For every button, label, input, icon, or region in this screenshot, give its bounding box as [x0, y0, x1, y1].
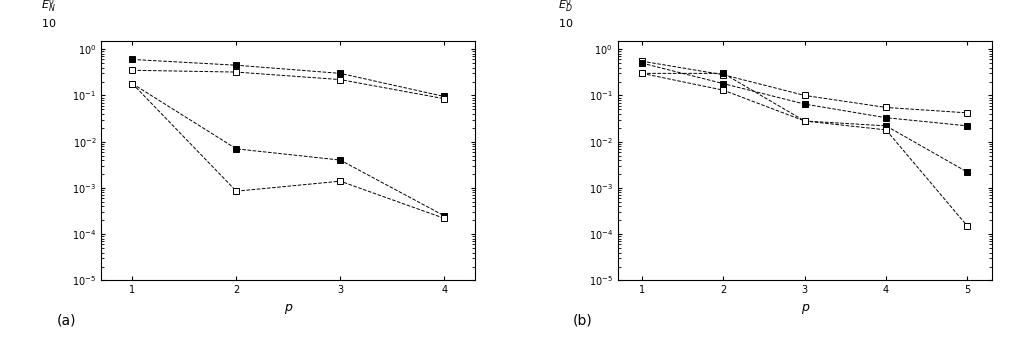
Text: (a): (a)	[57, 314, 76, 328]
X-axis label: p: p	[800, 301, 808, 314]
X-axis label: p: p	[284, 301, 292, 314]
Text: $E_N^0$
$10$: $E_N^0$ $10$	[41, 0, 57, 29]
Text: (b): (b)	[572, 314, 591, 328]
Text: $E_D^0$
$10$: $E_D^0$ $10$	[557, 0, 572, 29]
